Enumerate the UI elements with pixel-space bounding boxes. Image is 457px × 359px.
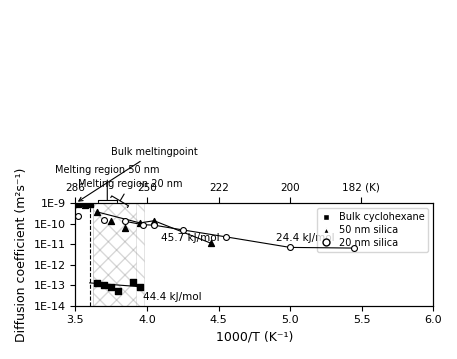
Text: Melting region 50 nm: Melting region 50 nm	[55, 164, 159, 202]
Bulk cyclohexane	[74, 200, 82, 206]
Bulk cyclohexane	[107, 284, 115, 290]
Text: 44.4 kJ/mol: 44.4 kJ/mol	[143, 292, 201, 302]
Bulk cyclohexane	[69, 201, 76, 207]
Bulk cyclohexane	[93, 280, 101, 286]
Bulk cyclohexane	[129, 279, 136, 285]
50 nm silica	[107, 218, 115, 224]
Bulk cyclohexane	[80, 200, 88, 206]
20 nm silica	[287, 244, 294, 250]
Bar	[93, 203, 136, 306]
20 nm silica	[179, 227, 186, 233]
50 nm silica	[150, 218, 158, 224]
Text: Melting region 20 nm: Melting region 20 nm	[78, 179, 182, 208]
20 nm silica	[122, 219, 129, 224]
50 nm silica	[82, 202, 89, 208]
Text: 24.4 kJ/mol: 24.4 kJ/mol	[276, 233, 335, 243]
Legend: Bulk cyclohexane, 50 nm silica, 20 nm silica: Bulk cyclohexane, 50 nm silica, 20 nm si…	[317, 208, 428, 252]
Bulk cyclohexane	[115, 289, 122, 294]
20 nm silica	[351, 245, 358, 251]
20 nm silica	[74, 213, 82, 219]
Bar	[93, 203, 144, 306]
50 nm silica	[69, 201, 76, 206]
Y-axis label: Diffusion coefficient (m²s⁻¹): Diffusion coefficient (m²s⁻¹)	[15, 167, 28, 342]
50 nm silica	[136, 220, 143, 226]
X-axis label: 1000/T (K⁻¹): 1000/T (K⁻¹)	[216, 331, 293, 344]
50 nm silica	[74, 201, 82, 207]
Bulk cyclohexane	[101, 283, 108, 288]
Bulk cyclohexane	[86, 201, 93, 207]
50 nm silica	[207, 241, 215, 246]
20 nm silica	[101, 217, 108, 223]
50 nm silica	[93, 209, 101, 215]
Bulk cyclohexane	[136, 284, 143, 290]
Text: Bulk meltingpoint: Bulk meltingpoint	[79, 147, 198, 201]
20 nm silica	[150, 222, 158, 228]
Text: 45.7 kJ/mol: 45.7 kJ/mol	[161, 233, 220, 243]
20 nm silica	[139, 222, 146, 228]
20 nm silica	[222, 234, 229, 240]
50 nm silica	[122, 225, 129, 231]
